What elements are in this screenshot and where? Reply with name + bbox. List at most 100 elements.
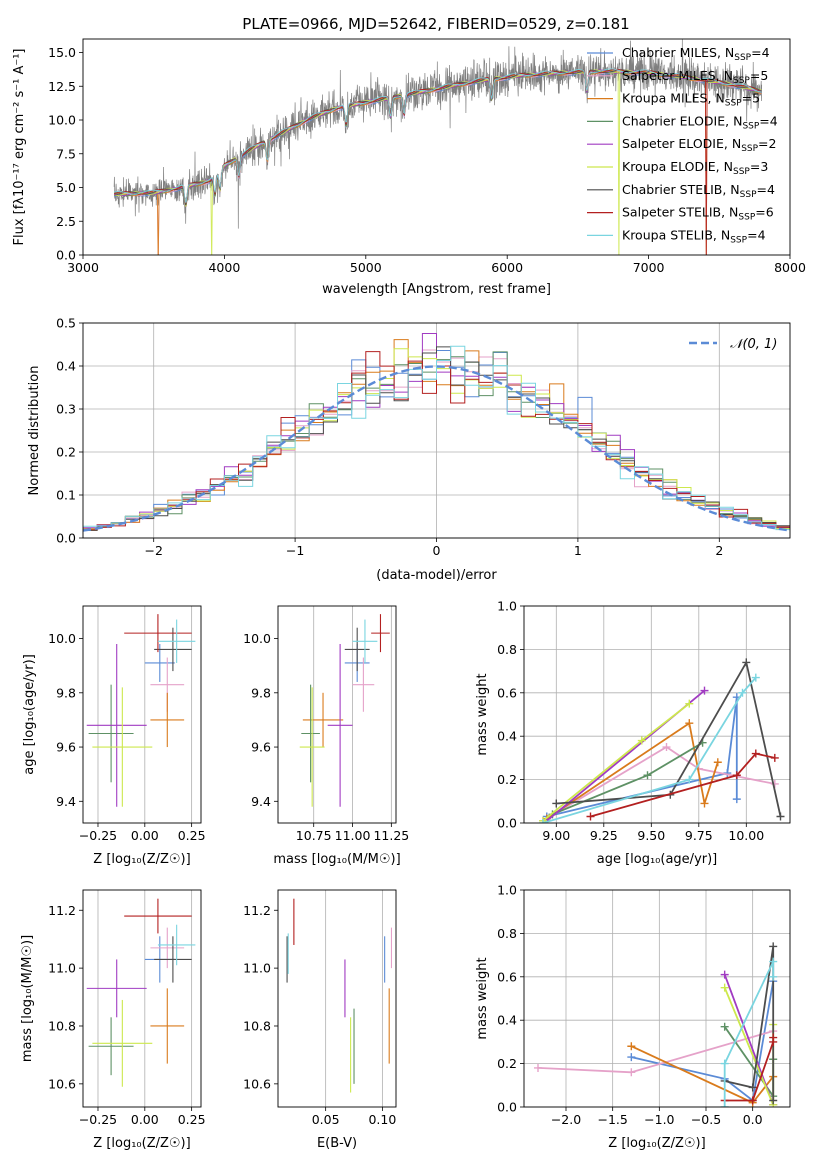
legend-n-equals: = — [750, 159, 760, 174]
mass-weight-marker — [748, 1096, 757, 1105]
mass-weight-line — [542, 677, 757, 823]
x-tick-label: 0.25 — [178, 828, 206, 843]
legend-n-value: 5 — [752, 91, 760, 106]
y-tick-label: 0.0 — [497, 816, 517, 831]
mass-weight-marker — [627, 1042, 636, 1051]
mass-weight-marker — [720, 1103, 729, 1107]
legend-model-name: Kroupa MILES — [622, 91, 708, 106]
mass-weight-marker — [720, 1059, 729, 1068]
legend-n-value: 5 — [760, 68, 768, 83]
x-tick-label: 7000 — [633, 260, 665, 275]
legend-n-subscript: SSP — [733, 76, 750, 86]
figure-title: PLATE=0966, MJD=52642, FIBERID=0529, z=0… — [242, 15, 629, 33]
residual-histogram — [83, 345, 790, 531]
x-tick-label: 9.00 — [542, 828, 570, 843]
mass-weight-marker — [751, 749, 760, 758]
legend-n-equals: = — [742, 91, 752, 106]
mass-weight-marker — [738, 688, 747, 697]
legend-n-value: 4 — [770, 113, 778, 128]
y-tick-label: 0.4 — [56, 359, 76, 374]
x-axis-label: wavelength [Angstrom, rest frame] — [322, 282, 551, 297]
axes-frame — [523, 605, 791, 824]
y-tick-label: 0.2 — [497, 772, 517, 787]
y-axis-label: mass weight — [475, 673, 490, 755]
x-axis-label: (data-model)/error — [376, 568, 497, 583]
x-tick-label: −1 — [286, 543, 304, 558]
mass-weight-marker — [770, 753, 779, 762]
y-tick-label: 9.4 — [56, 794, 76, 809]
legend-n-subscript: SSP — [733, 167, 750, 177]
mass-vs-reddening-panel: 0.05 0.10 10.6 10.8 11.0 11.2 E(B-V) — [243, 889, 397, 1151]
legend-n-value: 4 — [767, 182, 775, 197]
residuals-panel: −2 −1 0 1 2 0.0 0.1 0.2 0.3 0.4 0.5 (data-model)/er… — [27, 316, 791, 583]
legend-n-prefix: , N — [721, 205, 738, 220]
legend-n-value: 3 — [760, 159, 768, 174]
y-tick-label: 0.3 — [56, 402, 76, 417]
legend-n-value: 4 — [762, 45, 770, 60]
legend-model-name: Kroupa STELIB — [622, 227, 713, 242]
mass-weight-marker — [643, 771, 652, 780]
x-tick-label: 9.25 — [590, 828, 618, 843]
axes-frame — [82, 605, 202, 824]
mass-weight-marker — [769, 942, 778, 951]
legend-n-subscript: SSP — [730, 235, 747, 245]
axes-frame — [82, 38, 791, 256]
legend-model-name: Salpeter MILES — [622, 68, 716, 83]
plot-area — [539, 658, 785, 823]
y-tick-label: 0.8 — [497, 926, 517, 941]
plot-area — [113, 39, 763, 255]
mass-weight-marker — [685, 699, 694, 708]
legend-entry: Chabrier ELODIE, NSSP=4 — [622, 113, 778, 131]
legend-entry: Chabrier STELIB, NSSP=4 — [622, 182, 775, 200]
mass-weight-marker — [700, 686, 709, 695]
x-tick-label: 0.10 — [368, 1112, 396, 1127]
x-tick-label: 5000 — [350, 260, 382, 275]
legend-n-subscript: SSP — [741, 144, 758, 154]
y-tick-label: 9.6 — [56, 740, 76, 755]
y-tick-label: 15.0 — [48, 45, 76, 60]
x-tick-label: −0.5 — [691, 1112, 721, 1127]
legend-model-name: Salpeter ELODIE — [622, 136, 724, 151]
mass-weight-marker — [713, 758, 722, 767]
y-tick-label: 11.0 — [243, 961, 271, 976]
axes-frame — [82, 322, 791, 539]
mass-weight-marker — [769, 972, 778, 981]
x-axis-label: Z [log₁₀(Z/Z☉)] — [93, 852, 190, 867]
mass-weight-marker — [720, 983, 729, 992]
y-axis-label: Flux [fλ10⁻¹⁷ erg cm⁻² s⁻¹ A⁻¹] — [12, 49, 27, 246]
legend-n-prefix: , N — [722, 182, 739, 197]
x-tick-label: 11.25 — [373, 828, 409, 843]
x-tick-label: 4000 — [208, 260, 240, 275]
legend-n-equals: = — [757, 182, 767, 197]
mass-weight-marker — [748, 1083, 757, 1092]
legend-model-name: Chabrier ELODIE — [622, 113, 725, 128]
x-tick-label: −1.0 — [644, 1112, 674, 1127]
x-tick-label: 6000 — [491, 260, 523, 275]
mass-weight-marker — [732, 771, 741, 780]
axes-frame — [82, 889, 202, 1108]
x-tick-label: 0 — [433, 543, 441, 558]
legend-n-subscript: SSP — [734, 53, 751, 63]
legend-n-prefix: , N — [713, 227, 730, 242]
y-tick-label: 11.0 — [48, 961, 76, 976]
x-tick-label: 10.00 — [728, 828, 764, 843]
x-tick-label: 9.75 — [685, 828, 713, 843]
legend-model-name: Chabrier MILES — [622, 45, 717, 60]
model-spectrum-line — [114, 68, 762, 203]
mass-weight-marker — [586, 812, 595, 821]
spectrum-panel: 3000 4000 5000 6000 7000 8000 0.0 2.5 5.0 7.5 10.0… — [12, 38, 806, 297]
y-tick-label: 12.5 — [48, 79, 76, 94]
x-tick-label: −0.25 — [79, 828, 117, 843]
plot-area — [286, 898, 393, 1093]
mass-weight-line — [723, 961, 775, 1107]
mass-weight-marker — [720, 1022, 729, 1031]
mass-weight-marker — [685, 719, 694, 728]
legend-n-subscript: SSP — [738, 213, 755, 223]
x-axis-label: Z [log₁₀(Z/Z☉)] — [93, 1136, 190, 1151]
legend-entry: Kroupa STELIB, NSSP=4 — [622, 227, 766, 245]
legend-entry: Salpeter ELODIE, NSSP=2 — [622, 136, 776, 154]
mass-weight-line — [590, 752, 775, 818]
mass-weight-marker — [776, 812, 785, 821]
axes-frame — [277, 889, 397, 1108]
y-tick-label: 0.0 — [56, 248, 76, 263]
